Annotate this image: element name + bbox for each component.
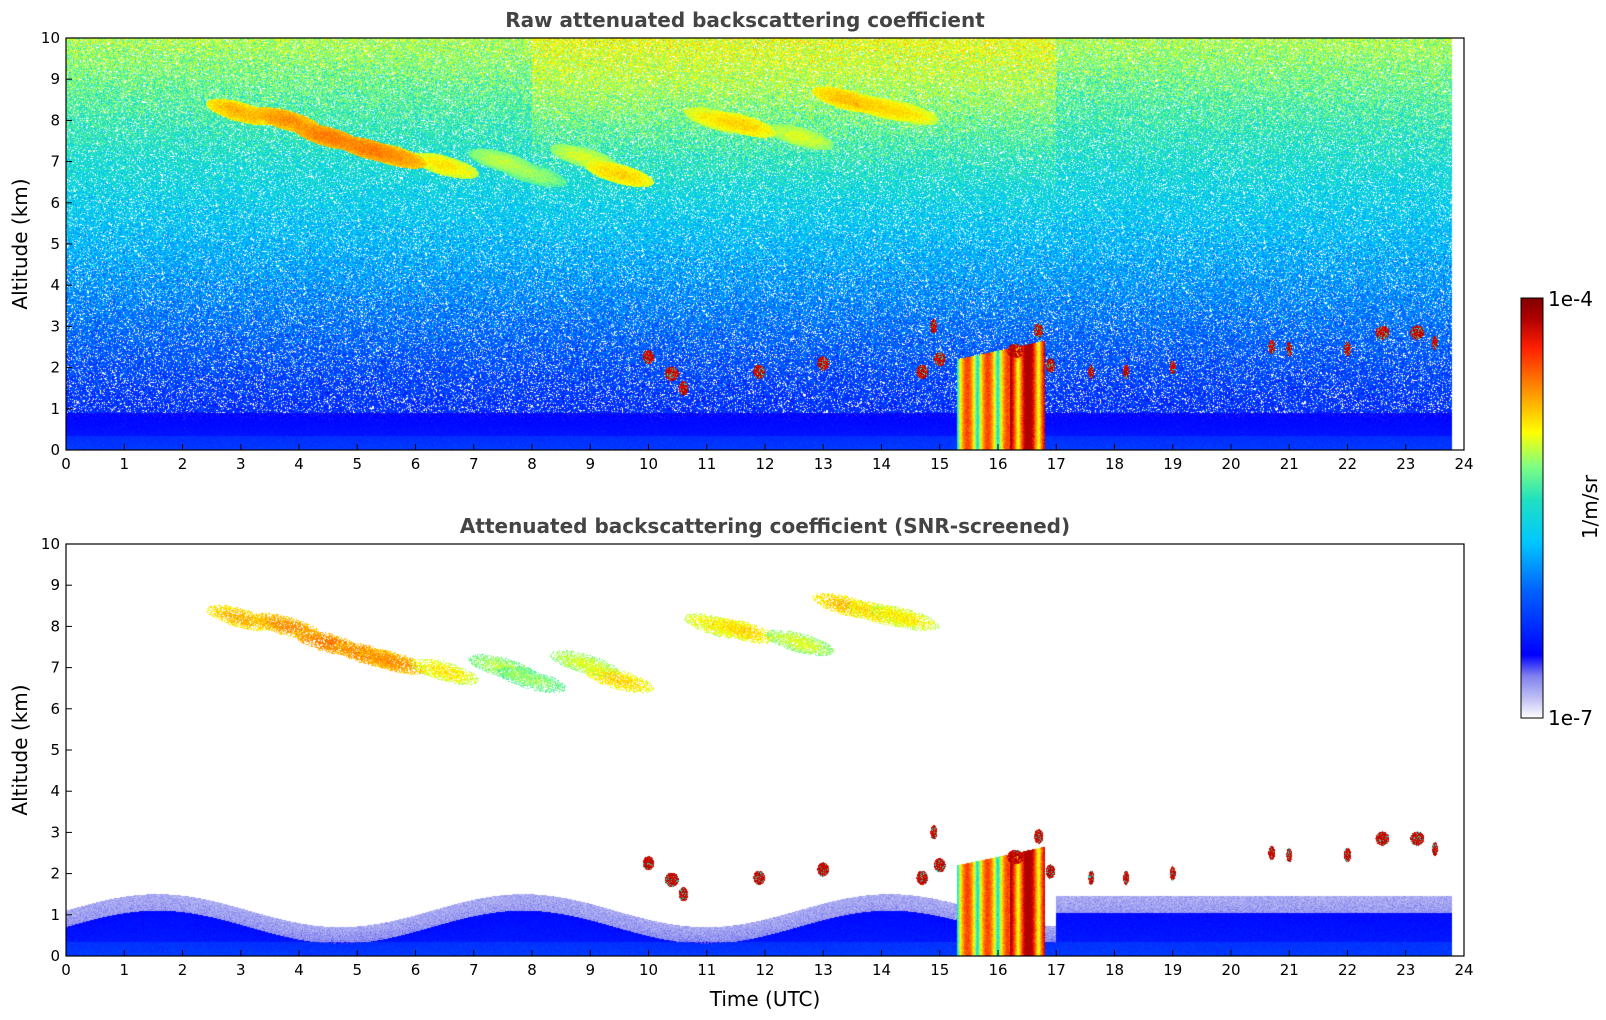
colorbar: 1e-4 1e-7 1/m/sr <box>1520 287 1602 730</box>
y-tick-label: 0 <box>50 947 60 965</box>
y-tick-label: 7 <box>50 659 60 677</box>
y-tick-label: 6 <box>50 194 60 212</box>
x-tick-label: 4 <box>294 961 304 979</box>
x-tick-label: 11 <box>697 961 716 979</box>
y-tick-label: 4 <box>50 782 60 800</box>
x-tick-label: 15 <box>930 455 949 473</box>
x-tick-label: 0 <box>61 455 71 473</box>
panel-title: Raw attenuated backscattering coefficien… <box>505 8 985 32</box>
x-tick-label: 0 <box>61 961 71 979</box>
raw-backscatter-panel: Raw attenuated backscattering coefficien… <box>8 8 1474 473</box>
x-tick-label: 10 <box>639 961 658 979</box>
y-axis-label: Altitude (km) <box>8 178 32 309</box>
colorbar-min-label: 1e-7 <box>1548 706 1593 730</box>
x-tick-label: 20 <box>1221 961 1240 979</box>
x-tick-label: 14 <box>872 455 891 473</box>
x-tick-label: 21 <box>1280 455 1299 473</box>
x-tick-label: 6 <box>411 961 421 979</box>
y-tick-label: 1 <box>50 906 60 924</box>
x-tick-labels: 0 1 2 3 4 5 6 7 8 9 10 11 12 13 14 15 16 17 18 19 20 21 22 23 24 <box>61 444 1474 473</box>
x-tick-label: 2 <box>178 455 188 473</box>
x-tick-label: 7 <box>469 455 479 473</box>
x-tick-label: 18 <box>1105 961 1124 979</box>
x-tick-label: 23 <box>1396 455 1415 473</box>
x-tick-label: 12 <box>755 961 774 979</box>
x-tick-label: 23 <box>1396 961 1415 979</box>
snr-screened-panel: Attenuated backscattering coefficient (S… <box>8 514 1474 1011</box>
y-tick-label: 9 <box>50 70 60 88</box>
x-axis-label: Time (UTC) <box>709 987 821 1011</box>
x-tick-label: 10 <box>639 455 658 473</box>
y-tick-labels: 0 1 2 3 4 5 6 7 8 9 10 <box>41 535 72 965</box>
x-tick-label: 5 <box>352 455 362 473</box>
x-tick-label: 18 <box>1105 455 1124 473</box>
x-tick-label: 16 <box>988 455 1007 473</box>
x-tick-label: 22 <box>1338 455 1357 473</box>
backscatter-heatmap <box>66 38 1464 450</box>
colorbar-unit-label: 1/m/sr <box>1578 474 1602 539</box>
x-tick-label: 22 <box>1338 961 1357 979</box>
x-tick-label: 15 <box>930 961 949 979</box>
y-tick-label: 10 <box>41 29 60 47</box>
x-tick-label: 19 <box>1163 961 1182 979</box>
x-tick-label: 1 <box>119 961 129 979</box>
y-tick-label: 8 <box>50 111 60 129</box>
y-tick-label: 6 <box>50 700 60 718</box>
x-tick-label: 21 <box>1280 961 1299 979</box>
y-tick-labels: 0 1 2 3 4 5 6 7 8 9 10 <box>41 29 72 459</box>
y-tick-label: 2 <box>50 359 60 377</box>
x-tick-label: 11 <box>697 455 716 473</box>
x-tick-label: 20 <box>1221 455 1240 473</box>
y-tick-label: 5 <box>50 741 60 759</box>
y-tick-label: 7 <box>50 153 60 171</box>
y-tick-label: 10 <box>41 535 60 553</box>
y-tick-label: 8 <box>50 617 60 635</box>
y-tick-label: 4 <box>50 276 60 294</box>
y-tick-label: 3 <box>50 823 60 841</box>
colorbar-gradient <box>1520 297 1544 719</box>
y-tick-label: 9 <box>50 576 60 594</box>
x-tick-label: 24 <box>1454 455 1473 473</box>
x-tick-label: 8 <box>527 961 537 979</box>
x-tick-label: 16 <box>988 961 1007 979</box>
x-tick-label: 9 <box>585 455 595 473</box>
backscatter-heatmap <box>66 544 1464 956</box>
x-tick-label: 8 <box>527 455 537 473</box>
x-tick-label: 24 <box>1454 961 1473 979</box>
x-tick-label: 2 <box>178 961 188 979</box>
x-tick-label: 19 <box>1163 455 1182 473</box>
y-tick-label: 5 <box>50 235 60 253</box>
x-tick-label: 13 <box>814 455 833 473</box>
x-tick-label: 17 <box>1047 961 1066 979</box>
x-tick-label: 13 <box>814 961 833 979</box>
y-tick-label: 1 <box>50 400 60 418</box>
x-tick-label: 6 <box>411 455 421 473</box>
x-tick-label: 12 <box>755 455 774 473</box>
x-tick-label: 9 <box>585 961 595 979</box>
y-tick-label: 2 <box>50 865 60 883</box>
y-axis-label: Altitude (km) <box>8 684 32 815</box>
x-tick-label: 7 <box>469 961 479 979</box>
x-tick-label: 14 <box>872 961 891 979</box>
panel-title: Attenuated backscattering coefficient (S… <box>460 514 1070 538</box>
x-tick-labels: 0 1 2 3 4 5 6 7 8 9 10 11 12 13 14 15 16 17 18 19 20 21 22 23 24 <box>61 950 1474 979</box>
x-tick-label: 1 <box>119 455 129 473</box>
x-tick-label: 4 <box>294 455 304 473</box>
x-tick-label: 5 <box>352 961 362 979</box>
y-tick-label: 3 <box>50 317 60 335</box>
y-tick-label: 0 <box>50 441 60 459</box>
x-tick-label: 3 <box>236 455 246 473</box>
colorbar-max-label: 1e-4 <box>1548 287 1593 311</box>
x-tick-label: 17 <box>1047 455 1066 473</box>
x-tick-label: 3 <box>236 961 246 979</box>
